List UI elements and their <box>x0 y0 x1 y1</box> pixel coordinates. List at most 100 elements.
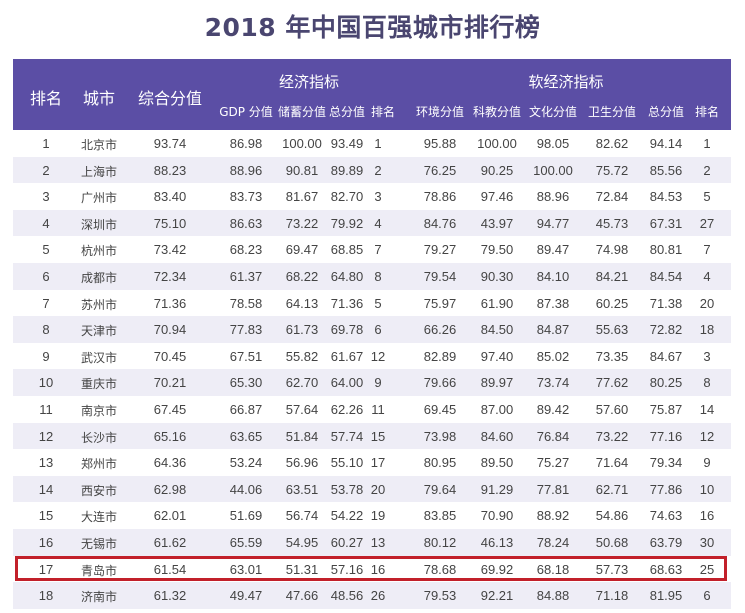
soft-total-cell: 84.54 <box>649 268 683 284</box>
soft-total-cell: 72.82 <box>649 322 683 338</box>
header-composite: 综合分值 <box>137 89 203 108</box>
savings-cell: 56.74 <box>285 508 319 524</box>
env-cell: 79.66 <box>423 375 457 391</box>
savings-cell: 55.82 <box>285 348 319 364</box>
culture-cell: 84.88 <box>536 588 570 604</box>
header-city: 城市 <box>82 89 116 108</box>
rank-cell: 2 <box>42 162 50 178</box>
edu-cell: 89.97 <box>480 375 514 391</box>
culture-cell: 84.87 <box>536 322 570 338</box>
env-cell: 79.64 <box>423 481 457 497</box>
table-row: 16 无锡市 61.62 65.59 54.95 60.27 13 80.12 46.13 78.… <box>13 528 731 556</box>
table-row: 14 西安市 62.98 44.06 63.51 53.78 20 79.64 91.29 77.… <box>13 475 731 503</box>
header-soft-total: 总分值 <box>647 105 685 119</box>
city-cell: 杭州市 <box>80 244 118 259</box>
econ-total-cell: 62.26 <box>330 401 364 417</box>
edu-cell: 46.13 <box>480 534 514 550</box>
rank-cell: 17 <box>38 561 54 577</box>
econ-total-cell: 61.67 <box>330 348 364 364</box>
env-cell: 78.68 <box>423 561 457 577</box>
composite-cell: 65.16 <box>153 428 187 444</box>
composite-cell: 71.36 <box>153 295 187 311</box>
soft-total-cell: 77.16 <box>649 428 683 444</box>
soft-rank-cell: 7 <box>703 242 711 258</box>
econ-rank-cell: 12 <box>370 348 386 364</box>
edu-cell: 79.50 <box>480 242 514 258</box>
soft-total-cell: 67.31 <box>649 215 683 231</box>
culture-cell: 78.24 <box>536 534 570 550</box>
econ-rank-cell: 26 <box>370 588 386 604</box>
culture-cell: 85.02 <box>536 348 570 364</box>
city-cell: 成都市 <box>80 270 118 285</box>
composite-cell: 88.23 <box>153 162 187 178</box>
culture-cell: 98.05 <box>536 136 570 151</box>
env-cell: 84.76 <box>423 215 457 231</box>
soft-total-cell: 84.67 <box>649 348 683 364</box>
table-row: 12 长沙市 65.16 63.65 51.84 57.74 15 73.98 84.60 76.… <box>13 422 731 450</box>
composite-cell: 61.62 <box>153 534 187 550</box>
health-cell: 74.98 <box>595 242 629 258</box>
culture-cell: 68.18 <box>536 561 570 577</box>
health-cell: 55.63 <box>595 322 629 338</box>
table-row: 1 北京市 93.74 86.98 100.00 93.49 1 95.88 100.00 98.… <box>13 130 731 157</box>
culture-cell: 84.10 <box>536 268 570 284</box>
gdp-cell: 67.51 <box>229 348 263 364</box>
econ-total-cell: 55.10 <box>330 455 364 471</box>
composite-cell: 72.34 <box>153 268 187 284</box>
city-cell: 西安市 <box>80 483 118 498</box>
table-row: 10 重庆市 70.21 65.30 62.70 64.00 9 79.66 89.97 73.7… <box>13 369 731 396</box>
city-cell: 大连市 <box>80 510 118 525</box>
table-row: 9 武汉市 70.45 67.51 55.82 61.67 12 82.89 97.40 85.0… <box>13 343 731 370</box>
city-cell: 苏州市 <box>80 297 118 312</box>
econ-rank-cell: 1 <box>374 136 382 151</box>
rank-cell: 3 <box>42 189 50 205</box>
soft-rank-cell: 5 <box>703 189 711 205</box>
gdp-cell: 77.83 <box>229 322 263 338</box>
rank-cell: 5 <box>42 242 50 258</box>
soft-rank-cell: 2 <box>703 162 711 178</box>
edu-cell: 87.00 <box>480 401 514 417</box>
health-cell: 82.62 <box>595 136 629 151</box>
rank-cell: 9 <box>42 348 50 364</box>
culture-cell: 89.42 <box>536 401 570 417</box>
health-cell: 77.62 <box>595 375 629 391</box>
gdp-cell: 68.23 <box>229 242 263 258</box>
health-cell: 84.21 <box>595 268 629 284</box>
econ-total-cell: 64.00 <box>330 375 364 391</box>
econ-rank-cell: 9 <box>374 375 382 391</box>
edu-cell: 69.92 <box>480 561 514 577</box>
composite-cell: 70.45 <box>153 348 187 364</box>
econ-rank-cell: 3 <box>374 189 382 205</box>
savings-cell: 68.22 <box>285 268 319 284</box>
savings-cell: 100.00 <box>282 136 322 151</box>
gdp-cell: 61.37 <box>229 268 263 284</box>
page-title: 2018 年中国百强城市排行榜 <box>204 13 541 42</box>
econ-rank-cell: 19 <box>370 508 386 524</box>
env-cell: 82.89 <box>423 348 457 364</box>
rank-cell: 15 <box>38 508 54 524</box>
savings-cell: 64.13 <box>285 295 319 311</box>
soft-rank-cell: 25 <box>699 561 715 577</box>
savings-cell: 62.70 <box>285 375 319 391</box>
health-cell: 62.71 <box>595 481 629 497</box>
econ-total-cell: 57.74 <box>330 428 364 444</box>
soft-total-cell: 75.87 <box>649 401 683 417</box>
culture-cell: 94.77 <box>536 215 570 231</box>
env-cell: 76.25 <box>423 162 457 178</box>
env-cell: 95.88 <box>423 136 457 151</box>
composite-cell: 70.94 <box>153 322 187 338</box>
city-cell: 南京市 <box>80 403 118 418</box>
gdp-cell: 49.47 <box>229 588 263 604</box>
env-cell: 79.54 <box>423 268 457 284</box>
env-cell: 78.86 <box>423 189 457 205</box>
soft-rank-cell: 18 <box>699 322 715 338</box>
rank-cell: 6 <box>42 268 50 284</box>
econ-rank-cell: 7 <box>374 242 382 258</box>
econ-rank-cell: 6 <box>374 322 382 338</box>
gdp-cell: 66.87 <box>229 401 263 417</box>
gdp-cell: 53.24 <box>229 455 263 471</box>
econ-rank-cell: 13 <box>370 534 386 550</box>
rank-cell: 8 <box>42 322 50 338</box>
table-row: 3 广州市 83.40 83.73 81.67 82.70 3 78.86 97.46 88.96… <box>13 183 731 210</box>
soft-total-cell: 71.38 <box>649 295 683 311</box>
